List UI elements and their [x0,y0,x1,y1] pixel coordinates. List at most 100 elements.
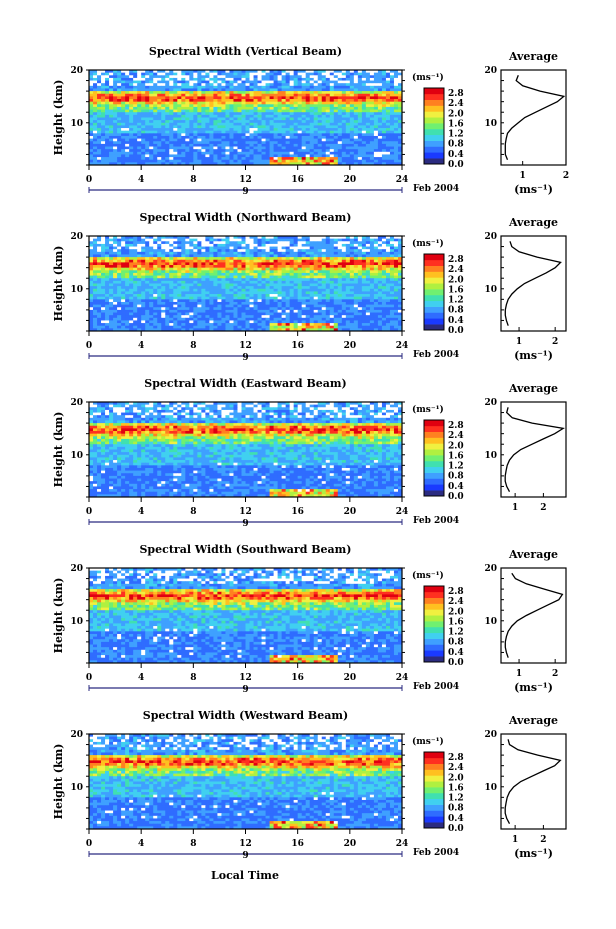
colorbar-swatch [424,437,444,444]
colorbar-swatch [424,472,444,479]
colorbar-tick-label: 0.8 [448,140,464,150]
colorbar-swatch [424,449,444,456]
y-tick-label: 20 [70,232,83,242]
avg-y-tick-label: 20 [484,398,497,408]
colorbar-tick-label: 2.0 [448,275,464,285]
day-label: 9 [242,187,248,197]
avg-y-tick-label: 20 [484,730,497,740]
avg-x-tick-label: 2 [563,171,569,181]
colorbar-swatch [424,781,444,788]
colorbar-tick-label: 0.4 [448,150,464,160]
colorbar-swatch [424,621,444,628]
colorbar-tick-label: 0.8 [448,306,464,316]
colorbar-tick-label: 0.0 [448,658,464,668]
avg-y-tick-label: 20 [484,66,497,76]
y-tick-label: 10 [70,119,83,129]
x-tick-label: 4 [138,175,144,185]
avg-y-tick-label: 10 [484,617,497,627]
x-tick-label: 0 [86,341,92,351]
x-tick-label: 0 [86,673,92,683]
avg-x-tick-label: 2 [540,835,546,845]
colorbar-tick-label: 2.4 [448,763,464,773]
panel-title: Spectral Width (Southward Beam) [139,543,351,556]
avg-y-tick-label: 20 [484,564,497,574]
x-tick-label: 16 [291,839,304,849]
colorbar-swatch [424,88,444,95]
day-label: 9 [242,851,248,861]
panel-5: Spectral Width (Westward Beam) 10 20 Height… [52,709,567,861]
day-label: 9 [242,519,248,529]
y-axis-label: Height (km) [52,744,65,820]
colorbar-tick-label: 0.0 [448,492,464,502]
x-tick-label: 12 [239,341,252,351]
date-label: Feb 2004 [413,848,459,858]
average-xlabel: (ms⁻¹) [514,183,553,196]
colorbar-tick-label: 1.6 [448,452,464,462]
heatmap-image [89,734,403,830]
y-tick-label: 20 [70,66,83,76]
colorbar-swatch [424,420,444,427]
y-tick-label: 10 [70,451,83,461]
date-label: Feb 2004 [413,516,459,526]
colorbar-tick-label: 2.8 [448,89,464,99]
colorbar-tick-label: 1.6 [448,286,464,296]
colorbar-frame [423,87,445,165]
x-tick-label: 8 [190,175,196,185]
y-tick-label: 10 [70,783,83,793]
y-tick-label: 10 [70,617,83,627]
panel-title: Spectral Width (Northward Beam) [140,211,352,224]
date-label: Feb 2004 [413,350,459,360]
average-frame [500,401,567,498]
avg-x-tick-label: 1 [516,337,522,347]
colorbar-swatch [424,140,444,147]
x-tick-label: 4 [138,507,144,517]
date-label: Feb 2004 [413,184,459,194]
colorbar-tick-label: 0.8 [448,472,464,482]
colorbar-swatch [424,455,444,462]
colorbar-tick-label: 0.0 [448,824,464,834]
colorbar-swatch [424,324,444,331]
x-tick-label: 8 [190,673,196,683]
colorbar-units: (ms⁻¹) [412,238,444,249]
avg-x-tick-label: 1 [520,171,526,181]
average-title: Average [508,216,558,229]
colorbar-swatch [424,259,444,266]
colorbar-units: (ms⁻¹) [412,72,444,83]
average-xlabel: (ms⁻¹) [514,349,553,362]
colorbar-tick-label: 2.4 [448,597,464,607]
x-tick-label: 16 [291,341,304,351]
colorbar-swatch [424,822,444,829]
colorbar-swatch [424,300,444,307]
average-title: Average [508,50,558,63]
colorbar-swatch [424,134,444,141]
colorbar-swatch [424,650,444,657]
colorbar-swatch [424,597,444,604]
x-tick-label: 12 [239,175,252,185]
colorbar-swatch [424,484,444,491]
average-profile-line [504,75,566,160]
colorbar-tick-label: 1.2 [448,130,464,140]
heatmap-image [89,568,403,664]
colorbar-tick-label: 2.4 [448,99,464,109]
x-tick-label: 24 [396,175,409,185]
x-tick-label: 24 [396,839,409,849]
colorbar-tick-label: 2.8 [448,753,464,763]
colorbar-swatch [424,804,444,811]
colorbar-swatch [424,798,444,805]
colorbar-tick-label: 2.0 [448,441,464,451]
x-tick-label: 20 [344,341,357,351]
x-tick-label: 24 [396,341,409,351]
average-profile-line [504,739,562,825]
colorbar-swatch [424,638,444,645]
colorbar-swatch [424,93,444,100]
colorbar-frame [423,253,445,331]
colorbar-swatch [424,443,444,450]
avg-x-tick-label: 2 [552,337,558,347]
colorbar-tick-label: 0.4 [448,648,464,658]
colorbar-swatch [424,490,444,497]
colorbar-tick-label: 2.8 [448,255,464,265]
colorbar-swatch [424,105,444,112]
panel-title: Spectral Width (Westward Beam) [143,709,348,722]
colorbar-swatch [424,775,444,782]
